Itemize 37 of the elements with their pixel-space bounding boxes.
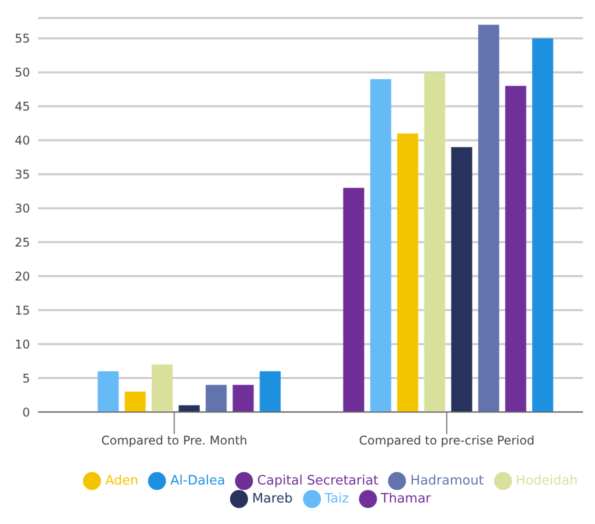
legend-label: Al-Dalea: [170, 474, 226, 489]
y-tick-label: 50: [14, 66, 30, 80]
legend-label: Capital Secretariat: [257, 474, 378, 489]
y-tick-label: 55: [14, 32, 30, 46]
bar: [206, 384, 227, 412]
bar: [505, 86, 526, 412]
y-tick-label: 5: [22, 371, 30, 386]
bar: [370, 79, 392, 412]
legend-label: Mareb: [252, 492, 293, 507]
bar: [98, 371, 119, 412]
y-tick-label: 35: [14, 168, 30, 182]
y-tick-label: 40: [14, 134, 30, 148]
legend-label: Taiz: [324, 492, 349, 507]
y-tick-label: 25: [14, 235, 30, 250]
bar: [232, 384, 254, 412]
bar: [343, 188, 364, 412]
legend-label: Hadramout: [410, 474, 484, 489]
bar: [260, 371, 281, 412]
bar: [397, 133, 418, 412]
y-tick-label: 0: [22, 405, 30, 420]
bar: [478, 24, 500, 412]
y-tick-label: 30: [14, 201, 30, 216]
bar: [178, 405, 200, 412]
y-tick-label: 10: [14, 337, 30, 352]
bar: [124, 392, 146, 412]
bar: [424, 72, 446, 412]
y-tick-label: 15: [14, 303, 30, 318]
bar: [532, 38, 554, 412]
y-tick-label: 20: [14, 269, 30, 284]
x-tick-label: Compared to pre-crise Period: [359, 434, 534, 448]
legend-label: Aden: [105, 474, 138, 489]
x-tick-label: Compared to Pre. Month: [101, 434, 248, 448]
bar: [152, 364, 173, 412]
bar: [451, 147, 472, 412]
legend-label: Hodeidah: [516, 474, 578, 489]
y-tick-label: 45: [14, 100, 30, 114]
legend-label: Thamar: [380, 492, 431, 507]
